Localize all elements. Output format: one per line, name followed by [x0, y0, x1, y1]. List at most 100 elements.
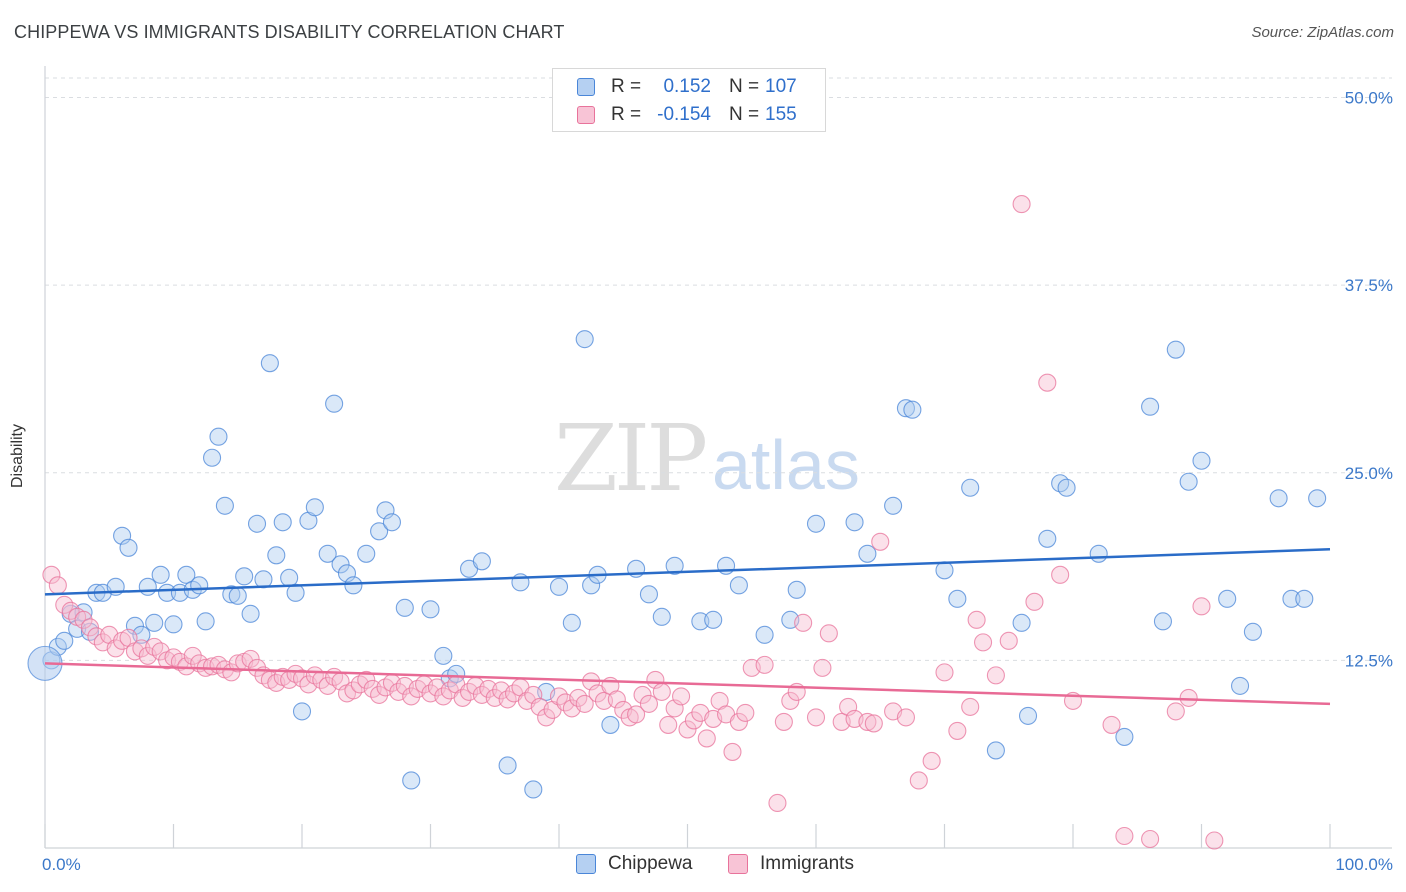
- y-tick-label: 50.0%: [1345, 89, 1393, 108]
- data-point: [344, 576, 363, 595]
- data-point: [183, 646, 202, 665]
- data-point: [1012, 613, 1031, 632]
- data-point: [665, 556, 684, 575]
- data-point: [794, 613, 813, 632]
- data-point: [1218, 589, 1237, 608]
- data-point: [639, 585, 659, 604]
- data-point: [402, 771, 421, 790]
- data-point: [158, 583, 177, 602]
- data-point: [228, 586, 247, 605]
- data-point: [1179, 688, 1198, 707]
- data-point: [575, 694, 594, 713]
- data-point: [672, 687, 691, 706]
- data-point: [260, 354, 279, 373]
- data-point: [357, 544, 376, 563]
- trend-lines: [44, 548, 1331, 706]
- legend-r-label: R =: [611, 76, 642, 97]
- data-point: [247, 658, 267, 677]
- data-point: [190, 576, 209, 595]
- data-point: [357, 670, 376, 689]
- data-point: [1057, 478, 1076, 497]
- data-point: [537, 708, 556, 727]
- y-tick-label: 12.5%: [1345, 651, 1393, 670]
- legend-n-value: 155: [765, 104, 797, 125]
- data-point: [1089, 544, 1108, 563]
- data-point: [106, 639, 125, 658]
- data-point: [395, 598, 414, 617]
- data-point: [729, 576, 748, 595]
- data-point: [421, 600, 440, 619]
- data-point: [331, 555, 350, 574]
- data-point: [1038, 373, 1057, 392]
- legend-n-label: N =: [729, 104, 760, 125]
- data-point: [935, 561, 954, 580]
- data-point: [736, 703, 755, 722]
- data-point: [1166, 702, 1185, 721]
- data-point: [42, 565, 61, 584]
- data-point: [138, 577, 157, 596]
- data-point: [177, 565, 196, 584]
- data-point: [80, 618, 100, 637]
- data-point: [884, 496, 903, 515]
- data-point: [241, 649, 260, 668]
- data-point: [434, 646, 453, 665]
- data-point: [1018, 706, 1038, 725]
- chippewa-points: [27, 330, 1327, 799]
- bottom-legend-swatch-immigrants: [728, 854, 748, 874]
- data-point: [633, 685, 652, 704]
- legend-r-value: -0.154: [657, 104, 711, 125]
- data-point: [1012, 195, 1031, 214]
- legend-n-value: 107: [765, 76, 797, 97]
- data-point: [627, 705, 646, 724]
- data-point: [896, 399, 916, 418]
- data-point: [684, 711, 703, 730]
- data-point: [562, 613, 581, 632]
- data-point: [806, 708, 826, 727]
- data-point: [1205, 831, 1224, 850]
- data-point: [639, 694, 659, 713]
- data-point: [203, 448, 222, 467]
- data-point: [973, 633, 993, 652]
- data-point: [986, 666, 1005, 685]
- data-point: [1243, 622, 1262, 641]
- data-point: [305, 498, 324, 517]
- data-point: [961, 697, 980, 716]
- data-point: [74, 610, 93, 629]
- immigrants-points: [42, 195, 1224, 850]
- data-point: [1141, 829, 1160, 849]
- data-point: [1038, 529, 1057, 548]
- data-point: [370, 522, 389, 541]
- data-point: [549, 577, 569, 596]
- data-point: [858, 544, 877, 563]
- data-point: [1115, 826, 1134, 846]
- watermark-atlas: atlas: [712, 426, 860, 504]
- data-point: [723, 742, 742, 761]
- bottom-legend-label-chippewa: Chippewa: [608, 853, 693, 874]
- data-point: [582, 576, 601, 595]
- data-point: [948, 721, 967, 740]
- data-point: [948, 589, 967, 608]
- data-point: [1308, 489, 1327, 508]
- data-point: [819, 624, 838, 643]
- data-point: [601, 715, 620, 734]
- data-point: [986, 741, 1005, 760]
- data-point: [215, 496, 234, 515]
- data-point: [145, 613, 164, 632]
- data-point: [755, 655, 774, 674]
- tick-labels: 12.5% 25.0% 37.5% 50.0% 0.0% 100.0%: [42, 89, 1393, 875]
- data-point: [774, 712, 793, 731]
- data-point: [704, 610, 723, 629]
- data-point: [1269, 489, 1288, 508]
- data-point: [607, 690, 626, 709]
- chart-title: CHIPPEWA VS IMMIGRANTS DISABILITY CORREL…: [14, 22, 565, 42]
- data-point: [813, 658, 832, 677]
- chart-source: Source: ZipAtlas.com: [1251, 24, 1394, 41]
- data-point: [151, 565, 170, 584]
- data-point: [659, 715, 678, 734]
- data-point: [652, 682, 671, 701]
- data-point: [903, 400, 922, 419]
- data-point: [999, 631, 1018, 650]
- data-point: [55, 631, 74, 650]
- legend-r-label: R =: [611, 104, 642, 125]
